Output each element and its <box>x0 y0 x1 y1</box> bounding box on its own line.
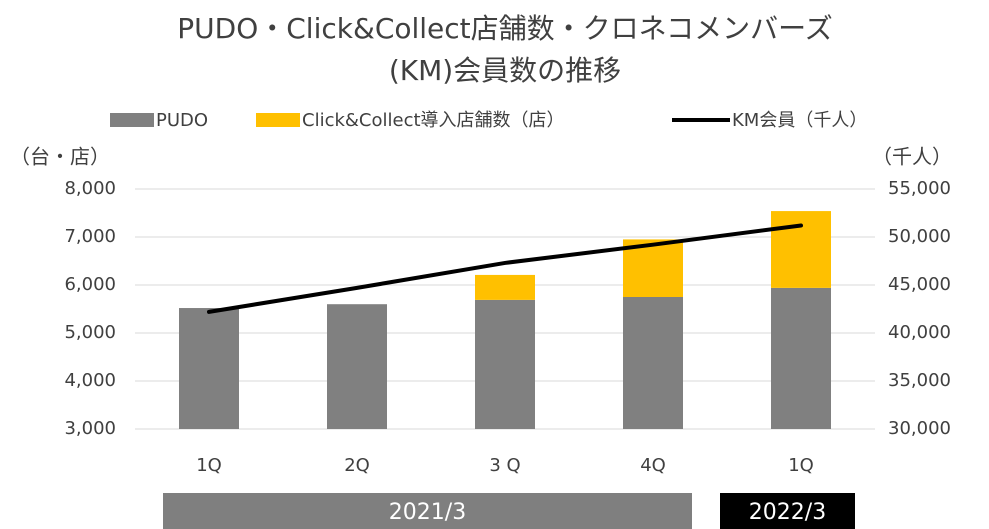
bar <box>327 304 387 429</box>
x-tick-label: 2Q <box>344 455 370 476</box>
legend-label: PUDO <box>156 110 208 131</box>
y2-tick-label: 55,000 <box>888 178 951 199</box>
period-bar <box>163 493 692 529</box>
line <box>207 223 803 314</box>
bar <box>623 297 683 429</box>
chart-title: (KM)会員数の推移 <box>389 54 621 87</box>
legend-swatch <box>110 113 154 127</box>
y2-tick-label: 45,000 <box>888 274 951 295</box>
period-label: 2021/3 <box>389 500 466 525</box>
y2-tick-label: 35,000 <box>888 370 951 391</box>
period-label: 2022/3 <box>749 500 826 525</box>
bar <box>475 274 535 300</box>
y-tick-label: 8,000 <box>64 178 116 199</box>
y-tick-label: 3,000 <box>64 418 116 439</box>
y2-tick-label: 30,000 <box>888 418 951 439</box>
bar <box>771 211 831 288</box>
legend-swatch <box>256 113 300 127</box>
y2-tick-label: 50,000 <box>888 226 951 247</box>
y-axis-label: （台・店） <box>10 145 110 169</box>
y-tick-label: 4,000 <box>64 370 116 391</box>
legend-label: Click&Collect導入店舗数（店） <box>302 110 565 131</box>
y-tick-label: 5,000 <box>64 322 116 343</box>
bar <box>179 308 239 429</box>
bar <box>771 287 831 429</box>
period-bar <box>720 493 855 529</box>
chart-title: PUDO・Click&Collect店舗数・クロネコメンバーズ <box>177 12 832 45</box>
legend-label: KM会員（千人） <box>732 110 867 131</box>
x-tick-label: 4Q <box>640 455 666 476</box>
bar <box>475 299 535 429</box>
x-tick-label: 1Q <box>196 455 222 476</box>
y2-axis-label: （千人） <box>872 145 952 169</box>
y-tick-label: 7,000 <box>64 226 116 247</box>
y2-tick-label: 40,000 <box>888 322 951 343</box>
x-tick-label: 1Q <box>788 455 814 476</box>
y-tick-label: 6,000 <box>64 274 116 295</box>
x-tick-label: 3 Q <box>489 455 520 476</box>
